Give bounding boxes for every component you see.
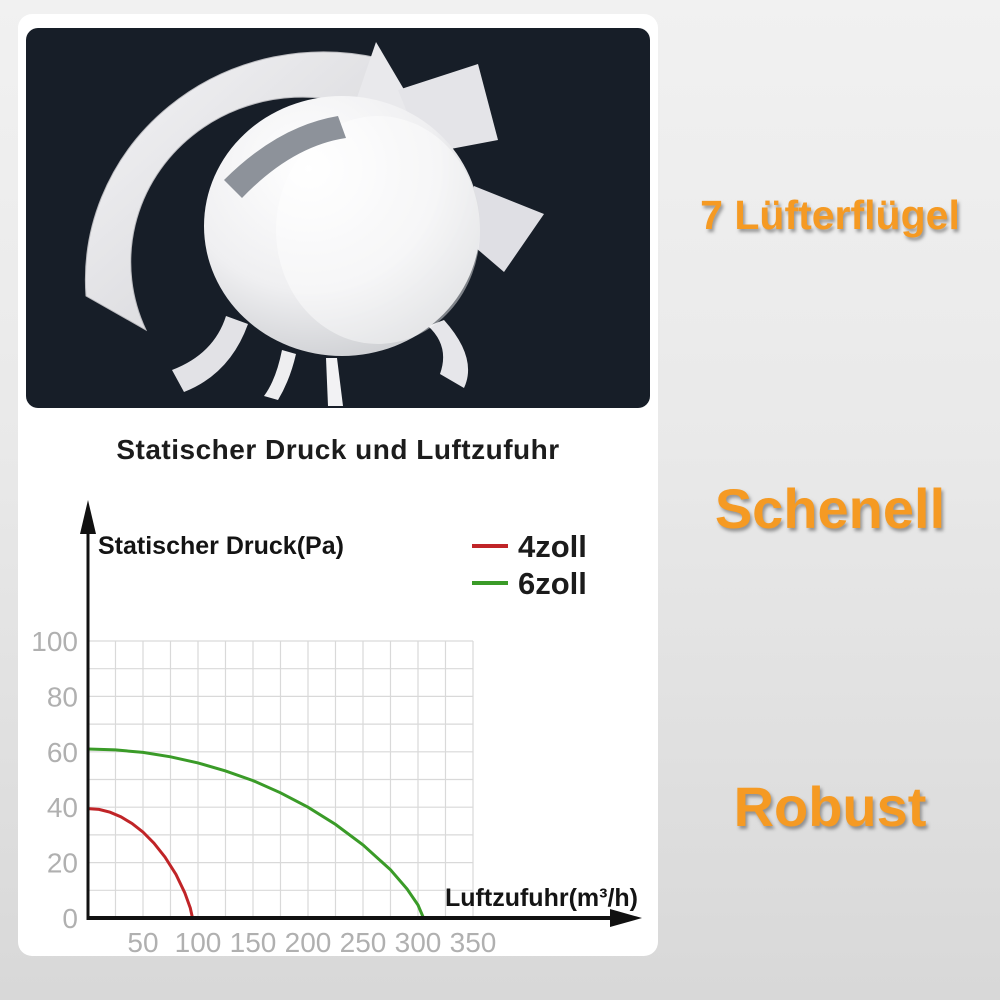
fan-blade-bottom-right xyxy=(428,320,469,388)
chart-legend: 4zoll 6zoll xyxy=(472,529,587,601)
y-axis-title: Statischer Druck(Pa) xyxy=(98,532,344,560)
feature-text-fast: Schenell xyxy=(714,477,946,540)
chart-tick-labels: 50 100 150 200 250 300 350 0 20 40 60 80 100 xyxy=(31,626,496,958)
hero-panel xyxy=(26,28,650,408)
svg-text:80: 80 xyxy=(47,681,78,712)
chart-curves xyxy=(86,747,425,920)
chart-svg: Statischer Druck(Pa) Luftzufuhr(m³/h) 4z… xyxy=(31,500,642,958)
curve-4zoll xyxy=(86,807,194,920)
svg-text:20: 20 xyxy=(47,848,78,879)
fan-impeller-illustration xyxy=(84,42,544,406)
chart-grid xyxy=(88,640,474,918)
legend-label-6zoll: 6zoll xyxy=(518,566,587,601)
chart-title: Statischer Druck und Luftzufuhr xyxy=(116,434,560,465)
x-axis-title: Luftzufuhr(m³/h) xyxy=(445,884,638,912)
fan-blade-right xyxy=(462,186,544,272)
svg-text:250: 250 xyxy=(340,927,387,958)
product-card: Statischer Druck und Luftzufuhr Statisch… xyxy=(18,14,658,958)
pressure-airflow-chart: Statischer Druck(Pa) Luftzufuhr(m³/h) 4z… xyxy=(30,490,650,960)
svg-text:300: 300 xyxy=(395,927,442,958)
svg-text:40: 40 xyxy=(47,792,78,823)
fan-blade-bottom-left xyxy=(172,316,248,392)
fan-hub-face xyxy=(276,116,480,344)
y-axis-arrow xyxy=(80,500,96,534)
x-axis-arrow xyxy=(610,909,642,927)
svg-text:350: 350 xyxy=(450,927,497,958)
legend-label-4zoll: 4zoll xyxy=(518,529,587,564)
fan-slot-shadow xyxy=(224,116,346,198)
fan-blade-leg-center xyxy=(326,358,343,406)
svg-text:0: 0 xyxy=(62,903,78,934)
curve-6zoll xyxy=(86,747,425,920)
svg-text:50: 50 xyxy=(127,927,158,958)
feature-text-robust: Robust xyxy=(733,775,927,838)
svg-text:150: 150 xyxy=(230,927,277,958)
svg-text:200: 200 xyxy=(285,927,332,958)
svg-text:100: 100 xyxy=(175,927,222,958)
svg-text:100: 100 xyxy=(31,626,78,657)
svg-text:60: 60 xyxy=(47,737,78,768)
feature-text-blades: 7 Lüfterflügel xyxy=(700,192,960,238)
fan-blade-leg-left xyxy=(264,350,296,400)
